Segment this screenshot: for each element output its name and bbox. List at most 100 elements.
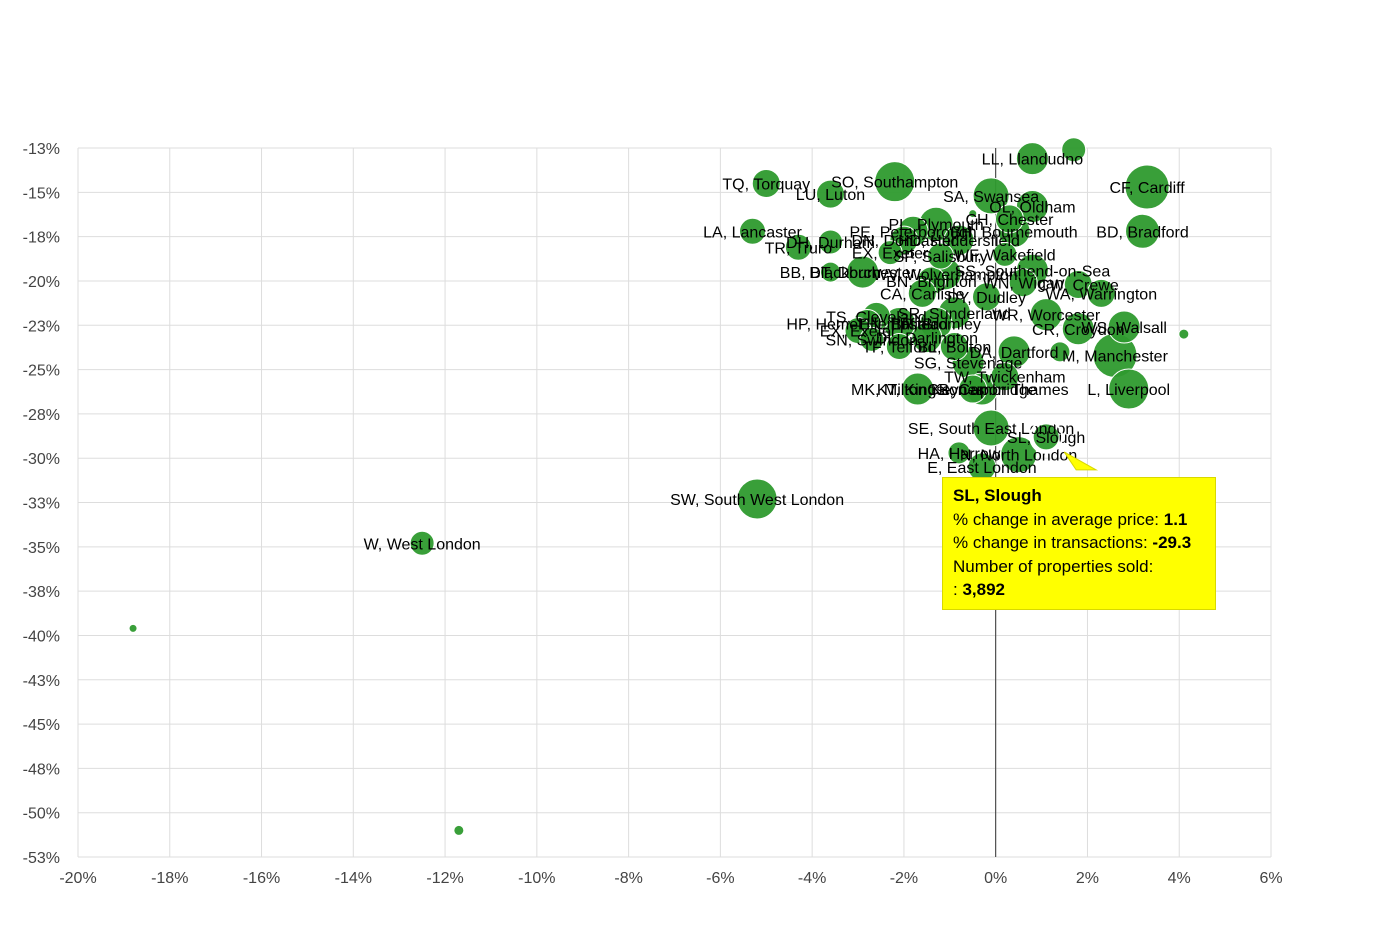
bubble-point[interactable] [877,240,903,266]
bubble-point[interactable] [128,623,138,633]
y-tick-label: -33% [23,496,60,513]
bubble-point[interactable] [901,372,935,406]
bubble-label: PL, Plymouth [888,217,983,234]
bubble-label: EX, Exeter [820,324,897,341]
bubble-label: EX, Exeter [852,246,929,263]
bubble-label: HA, Harrow [918,446,1001,463]
bubble-point[interactable] [1032,423,1060,451]
x-tick-label: -16% [243,870,280,887]
x-tick-label: -8% [614,870,642,887]
bubble-point[interactable] [990,362,1020,392]
bubble-label: PE, Peterborough [849,224,976,241]
bubble-point[interactable] [972,409,1010,447]
y-tick-label: -43% [23,673,60,690]
bubble-point[interactable] [874,161,916,203]
bubble-label: L, Liverpool [1087,382,1170,399]
y-tick-label: -20% [23,274,60,291]
bubble-point[interactable] [968,209,978,219]
bubble-label: DH, Durham [786,235,875,252]
bubble-point[interactable] [1086,278,1116,308]
bubble-label: TR, Truro [765,240,833,257]
bubble-label: DA, Dartford [970,345,1059,362]
y-tick-label: -50% [23,806,60,823]
bubble-point[interactable] [947,441,971,465]
bubble-point[interactable] [1125,213,1161,249]
x-tick-label: 6% [1259,870,1282,887]
bubble-point[interactable] [992,241,1018,267]
tooltip-price-value: 1.1 [1163,509,1188,529]
bubble-point[interactable] [453,824,465,836]
bubble-label: TW, Twickenham [944,370,1066,387]
bubble-point[interactable] [1061,137,1087,163]
bubble-point[interactable] [885,333,913,361]
bubble-point[interactable] [1178,328,1190,340]
tick-layer: -20% -18% -16% -14% -12% -10% -8% -6% -4% -2% 0% 2%… [23,141,1283,887]
bubble-point[interactable] [409,530,435,556]
bubble-point[interactable] [859,326,885,352]
label-layer: W, West London SW, South West London SL, S… [364,152,1189,554]
bubble-label: HD, Huddersfield [898,233,1020,250]
bubble-label: WN, Wigan [983,276,1064,293]
y-tick-label: -25% [23,363,60,380]
x-tick-label: 0% [984,870,1007,887]
bubble-label: SP, Salisbury [894,249,988,266]
x-tick-label: -14% [335,870,372,887]
bubble-point[interactable] [1008,268,1038,298]
bubble-label: TQ, Torquay [722,176,810,193]
bubble-point[interactable] [943,224,975,256]
bubble-point[interactable] [939,332,969,362]
bubble-point[interactable] [972,282,1002,312]
bubble-point[interactable] [1107,310,1141,344]
y-tick-label: -48% [23,761,60,778]
bubble-label: M, Manchester [1062,348,1168,365]
y-tick-label: -45% [23,717,60,734]
x-tick-label: -12% [426,870,463,887]
bubble-label: SL, Slough [1007,430,1085,447]
bubble-label: SS, Southend-on-Sea [955,263,1111,280]
x-tick-label: 2% [1076,870,1099,887]
bubble-label: SR, Sunderland [898,306,1011,323]
bubble-point[interactable] [1061,312,1095,346]
bubble-point[interactable] [1029,298,1063,332]
x-tick-label: -2% [890,870,918,887]
bubble-point[interactable] [1108,368,1150,410]
bubble-label: SA, Swansea [943,189,1039,206]
bubble-point[interactable] [739,217,767,245]
bubble-label: WR, Worcester [992,308,1101,325]
bubble-point[interactable] [927,242,955,270]
y-tick-label: -18% [23,230,60,247]
bubble-label: BH, Bournemouth [950,224,1077,241]
bubble-label: CB, Cambridge [927,382,1036,399]
bubble-label: W, West London [364,536,481,553]
bubble-point[interactable] [1049,341,1071,363]
bubble-label: BB, Blackburn [780,265,881,282]
bubble-point[interactable] [751,168,781,198]
bubble-point[interactable] [1124,164,1170,210]
bubble-point[interactable] [958,374,988,404]
y-tick-label: -40% [23,628,60,645]
bubble-label: TF, Telford [862,340,936,357]
bubble-point[interactable] [784,233,812,261]
bubble-point[interactable] [1015,142,1049,176]
tooltip-sold-label: Number of properties sold: [953,556,1154,576]
bubble-label: KT, Kingston upon Thames [877,382,1069,399]
bubble-point[interactable] [972,177,1010,215]
bubble-layer [128,137,1190,836]
bubble-point[interactable] [1000,436,1038,474]
bubble-point[interactable] [911,322,943,354]
bubble-point[interactable] [736,478,778,520]
bubble-point[interactable] [846,255,880,289]
bubble-point[interactable] [820,261,842,283]
bubble-label: DT, Dorchester [809,265,916,282]
tooltip-price-label: % change in average price: [953,509,1164,529]
y-tick-label: -23% [23,318,60,335]
tooltip: SL, Slough % change in average price: 1.… [942,477,1216,610]
bubble-point[interactable] [818,229,844,255]
bubble-point[interactable] [907,278,937,308]
bubble-point[interactable] [994,204,1024,234]
bubble-label: CF, Cardiff [1109,180,1185,197]
bubble-label: OL, Oldham [989,199,1075,216]
x-tick-label: -10% [518,870,555,887]
bubble-point[interactable] [816,179,846,209]
bubble-label: SO, Southampton [831,175,958,192]
